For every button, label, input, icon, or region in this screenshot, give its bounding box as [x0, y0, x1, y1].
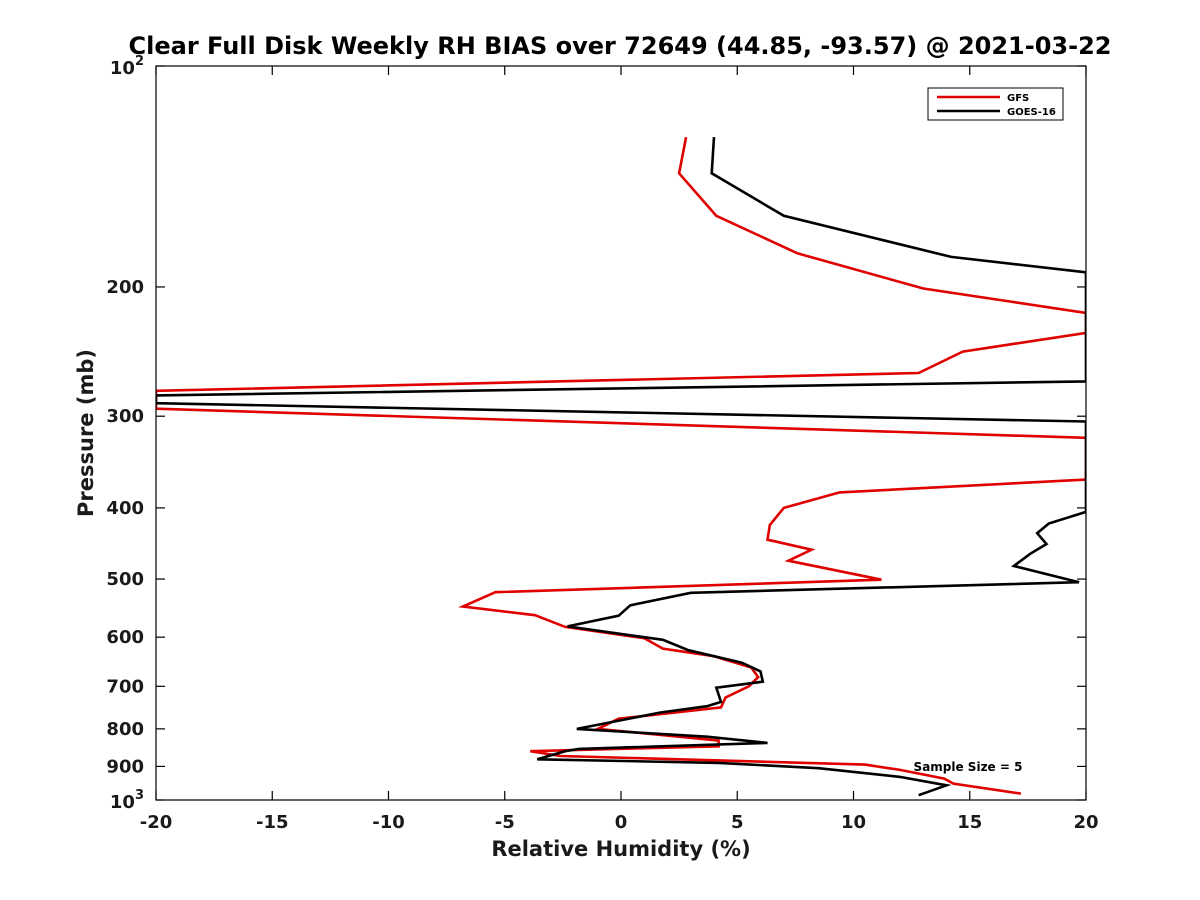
legend-label-gfs: GFS: [1007, 93, 1029, 104]
chart-title: Clear Full Disk Weekly RH BIAS over 7264…: [129, 32, 1112, 60]
legend-box: [927, 87, 1064, 121]
x-tick-label: 0: [615, 812, 628, 833]
y-tick-label: 200: [106, 277, 144, 298]
y-axis: 200 300 400 500 600 700 800 900 102 103: [106, 54, 1086, 813]
x-tick-label: -20: [140, 812, 173, 833]
x-tick-label: -10: [372, 812, 405, 833]
series-line-gfs: [156, 136, 1086, 795]
y-tick-label: 400: [106, 498, 144, 519]
y-tick-label-power: 102: [110, 54, 144, 79]
y-tick-label: 800: [106, 719, 144, 740]
x-tick-label: 15: [957, 812, 982, 833]
x-tick-label: -15: [256, 812, 289, 833]
y-tick-label: 300: [106, 406, 144, 427]
series-layer: [156, 136, 1086, 797]
x-axis: -20 -15 -10 -5 0 5 10 15 20: [140, 66, 1099, 833]
x-tick-label: -5: [495, 812, 515, 833]
x-tick-label: 10: [841, 812, 866, 833]
y-tick-label-power: 103: [110, 788, 144, 813]
y-tick-label: 600: [106, 627, 144, 648]
y-axis-label: Pressure (mb): [74, 349, 98, 517]
sample-size-annotation: Sample Size = 5: [914, 760, 1023, 774]
series-line-goes16: [156, 137, 1086, 797]
legend: GFS GOES-16: [927, 87, 1064, 121]
x-tick-label: 5: [731, 812, 744, 833]
y-tick-label: 500: [106, 569, 144, 590]
y-tick-label: 900: [106, 756, 144, 777]
x-tick-label: 20: [1073, 812, 1098, 833]
legend-label-goes16: GOES-16: [1007, 107, 1056, 118]
x-axis-label: Relative Humidity (%): [491, 837, 750, 861]
y-tick-label: 700: [106, 676, 144, 697]
